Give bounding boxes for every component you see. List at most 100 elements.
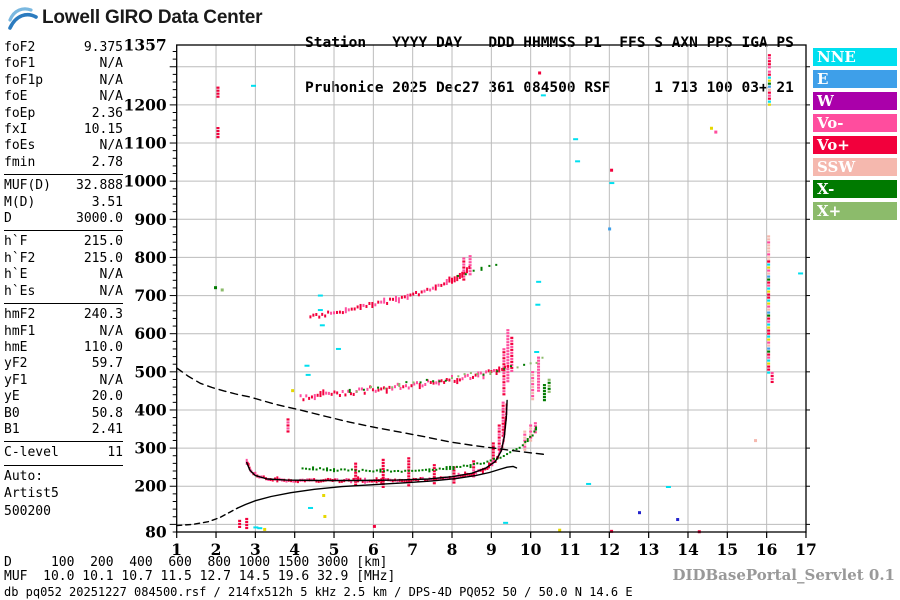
legend-item-e: E [813, 70, 897, 88]
param-value: 3000.0 [76, 211, 123, 227]
svg-text:12: 12 [599, 540, 621, 559]
param-value: N/A [99, 56, 123, 72]
station-header: Station YYYY DAY DDD HHMMSS P1 FFS S AXN… [305, 6, 794, 126]
param-row: foF2 9.375 [4, 40, 123, 56]
param-row: D 3000.0 [4, 211, 123, 227]
param-value: N/A [99, 323, 123, 339]
param-value: 2.36 [91, 105, 123, 121]
svg-text:8: 8 [447, 540, 458, 559]
param-row: yF2 59.7 [4, 356, 123, 372]
param-label: fxI [4, 122, 28, 138]
param-value: 215.0 [83, 234, 123, 250]
svg-text:3: 3 [250, 540, 261, 559]
param-group: foF2 9.375 foF1 N/A foF1p N/A foE N/A foEp 2.36 fx… [4, 40, 123, 176]
svg-text:1200: 1200 [124, 95, 167, 114]
param-row: foF1p N/A [4, 73, 123, 89]
auto-scaler-line: Artist5 [4, 486, 59, 502]
param-value: N/A [99, 372, 123, 388]
svg-text:4: 4 [289, 540, 300, 559]
svg-text:80: 80 [145, 523, 167, 542]
param-row: h`F2 215.0 [4, 251, 123, 267]
param-label: D [4, 211, 12, 227]
svg-text:700: 700 [134, 286, 167, 305]
param-row: hmF2 240.3 [4, 307, 123, 323]
param-value: N/A [99, 89, 123, 105]
param-row: C-level 11 [4, 445, 123, 461]
param-label: foE [4, 89, 28, 105]
param-label: h`Es [4, 283, 36, 299]
svg-text:2: 2 [211, 540, 222, 559]
svg-text:1357: 1357 [124, 36, 167, 55]
svg-text:6: 6 [368, 540, 379, 559]
param-label: C-level [4, 445, 59, 461]
param-group: hmF2 240.3 hmF1 N/A hmE 110.0 yF2 59.7 yF1 N/A yE 2… [4, 307, 123, 443]
param-row: yF1 N/A [4, 373, 123, 389]
legend-item-w: W [813, 92, 897, 110]
svg-text:15: 15 [717, 540, 739, 559]
param-value: N/A [99, 283, 123, 299]
param-value: 3.51 [91, 194, 123, 210]
svg-text:800: 800 [134, 248, 167, 267]
param-value: 59.7 [91, 356, 123, 372]
param-label: foEp [4, 105, 36, 121]
param-group: MUF(D) 32.888 M(D) 3.51 D 3000.0 [4, 178, 123, 232]
svg-text:9: 9 [486, 540, 497, 559]
param-value: N/A [99, 267, 123, 283]
param-value: 32.888 [76, 178, 123, 194]
chart-legend: NNE E W Vo- Vo+ SSW X- X+ [813, 48, 897, 224]
param-row: fxI 10.15 [4, 122, 123, 138]
svg-text:200: 200 [134, 477, 167, 496]
svg-text:500: 500 [134, 362, 167, 381]
svg-text:300: 300 [134, 439, 167, 458]
param-label: foF1 [4, 56, 36, 72]
param-value: 110.0 [83, 339, 123, 355]
param-row: foEs N/A [4, 138, 123, 154]
svg-text:16: 16 [756, 540, 778, 559]
param-row: fmin 2.78 [4, 155, 123, 171]
ionogram-parameters-panel: foF2 9.375 foF1 N/A foF1p N/A foE N/A foEp 2.36 fx… [4, 40, 123, 520]
param-value: 20.0 [91, 389, 123, 405]
param-value: 2.41 [91, 421, 123, 437]
svg-text:600: 600 [134, 324, 167, 343]
param-row: yE 20.0 [4, 389, 123, 405]
param-value: 240.3 [83, 307, 123, 323]
param-label: yF1 [4, 372, 28, 388]
param-value: 50.8 [91, 405, 123, 421]
param-row: h`E N/A [4, 267, 123, 283]
svg-text:1100: 1100 [124, 134, 167, 153]
param-label: MUF(D) [4, 178, 51, 194]
footer-muf-line: MUF 10.0 10.1 10.7 11.5 12.7 14.5 19.6 3… [4, 569, 396, 584]
svg-text:400: 400 [134, 400, 167, 419]
svg-text:13: 13 [638, 540, 660, 559]
param-label: hmE [4, 339, 28, 355]
param-label: h`F [4, 234, 28, 250]
param-label: hmF1 [4, 323, 36, 339]
legend-item-vo: Vo- [813, 114, 897, 132]
station-header-line-2: Pruhonice 2025 Dec27 361 084500 RSF 1 71… [305, 80, 794, 96]
param-label: yE [4, 389, 20, 405]
param-label: yF2 [4, 356, 28, 372]
servlet-version-label: DIDBasePortal_Servlet 0.1 [672, 566, 895, 584]
param-row: h`F 215.0 [4, 234, 123, 250]
auto-scaler-line: 500200 [4, 503, 51, 519]
param-value: 2.78 [91, 154, 123, 170]
legend-item-x: X- [813, 180, 897, 198]
svg-text:7: 7 [407, 540, 418, 559]
param-row: hmF1 N/A [4, 324, 123, 340]
param-label: h`F2 [4, 250, 36, 266]
param-value: N/A [99, 72, 123, 88]
giro-logo-icon [8, 7, 38, 30]
footer-info-line: db pq052 20251227 084500.rsf / 214fx512h… [4, 585, 633, 599]
auto-scaler-line: Auto: [4, 468, 44, 484]
param-row: foF1 N/A [4, 56, 123, 72]
param-label: foF1p [4, 72, 44, 88]
param-value: 10.15 [83, 122, 123, 138]
param-value: 9.375 [83, 40, 123, 55]
param-label: fmin [4, 154, 36, 170]
legend-item-vo: Vo+ [813, 136, 897, 154]
param-row: h`Es N/A [4, 284, 123, 300]
param-value: 11 [107, 445, 123, 461]
param-label: hmF2 [4, 307, 36, 323]
param-label: foF2 [4, 40, 36, 55]
